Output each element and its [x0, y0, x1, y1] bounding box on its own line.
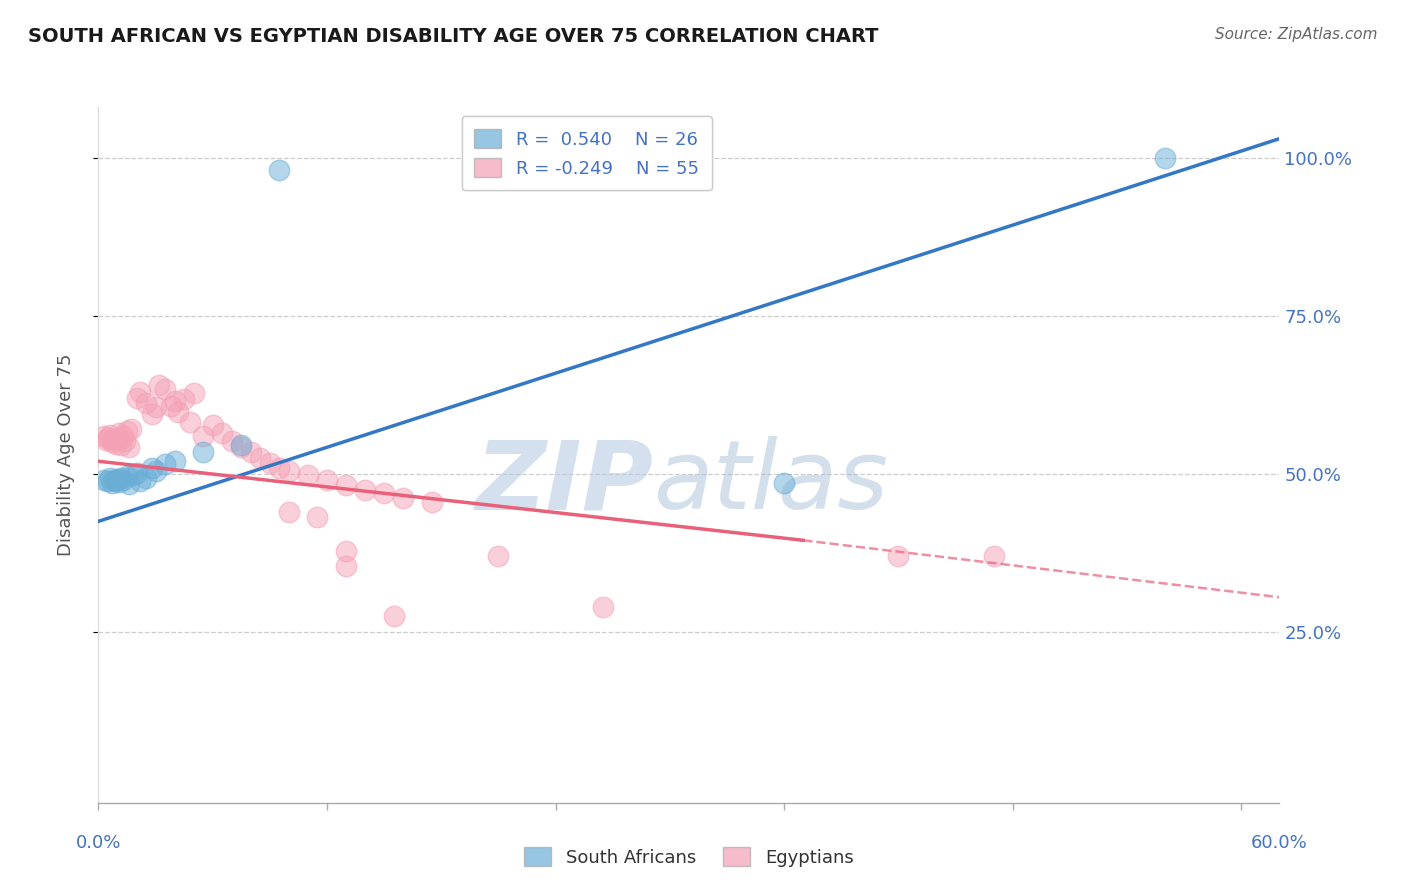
Point [145, 401, 167, 415]
Point [269, 460, 291, 475]
Point [100, 475, 122, 490]
Point [120, 422, 142, 436]
Point [592, 599, 614, 614]
Point [373, 486, 395, 500]
Point [420, 495, 443, 509]
Text: atlas: atlas [654, 436, 889, 529]
Point [159, 399, 181, 413]
Point [115, 469, 138, 483]
Point [118, 440, 141, 454]
Point [104, 436, 127, 450]
Point [148, 378, 170, 392]
Legend: R =  0.540    N = 26, R = -0.249    N = 55: R = 0.540 N = 26, R = -0.249 N = 55 [461, 116, 711, 190]
Point [110, 471, 132, 485]
Point [316, 473, 339, 487]
Point [277, 505, 299, 519]
Point [135, 471, 157, 485]
Point [163, 454, 186, 468]
Point [103, 473, 125, 487]
Text: ZIP: ZIP [475, 436, 654, 529]
Point [1154, 151, 1177, 165]
Point [97, 431, 120, 445]
Point [112, 473, 135, 487]
Point [335, 544, 357, 558]
Point [179, 415, 201, 429]
Point [94, 434, 117, 448]
Point [335, 478, 357, 492]
Point [110, 438, 132, 452]
Point [114, 434, 136, 448]
Point [97, 475, 120, 489]
Point [121, 468, 143, 483]
Point [93, 429, 115, 443]
Point [107, 472, 129, 486]
Point [153, 382, 176, 396]
Point [125, 466, 148, 480]
Point [100, 435, 122, 450]
Text: SOUTH AFRICAN VS EGYPTIAN DISABILITY AGE OVER 75 CORRELATION CHART: SOUTH AFRICAN VS EGYPTIAN DISABILITY AGE… [28, 27, 879, 45]
Point [135, 396, 157, 410]
Point [104, 474, 127, 488]
Point [887, 549, 910, 563]
Point [231, 438, 253, 452]
Point [193, 444, 215, 458]
Point [382, 609, 405, 624]
Point [118, 477, 141, 491]
Point [98, 471, 121, 485]
Point [153, 458, 176, 472]
Point [108, 425, 131, 440]
Point [239, 444, 262, 458]
Legend: South Africans, Egyptians: South Africans, Egyptians [517, 840, 860, 874]
Point [129, 384, 152, 399]
Point [125, 391, 148, 405]
Point [163, 394, 186, 409]
Point [297, 468, 319, 483]
Point [249, 451, 271, 466]
Point [231, 440, 253, 454]
Point [98, 427, 121, 442]
Point [112, 429, 135, 443]
Point [141, 407, 163, 421]
Point [773, 476, 796, 491]
Point [103, 432, 125, 446]
Text: Source: ZipAtlas.com: Source: ZipAtlas.com [1215, 27, 1378, 42]
Y-axis label: Disability Age Over 75: Disability Age Over 75 [56, 353, 75, 557]
Point [201, 417, 224, 432]
Point [145, 464, 167, 478]
Point [107, 434, 129, 448]
Point [93, 473, 115, 487]
Point [108, 475, 131, 489]
Point [468, 163, 491, 178]
Text: 0.0%: 0.0% [76, 834, 121, 852]
Point [211, 425, 233, 440]
Point [277, 464, 299, 478]
Point [129, 475, 152, 489]
Point [193, 429, 215, 443]
Text: 60.0%: 60.0% [1251, 834, 1308, 852]
Point [354, 483, 377, 497]
Point [983, 549, 1005, 563]
Point [183, 386, 205, 401]
Point [335, 558, 357, 573]
Point [269, 163, 291, 178]
Point [392, 491, 415, 505]
Point [307, 509, 329, 524]
Point [221, 434, 243, 448]
Point [173, 392, 195, 407]
Point [115, 424, 138, 438]
Point [488, 549, 510, 563]
Point [141, 460, 163, 475]
Point [167, 405, 190, 419]
Point [259, 456, 281, 470]
